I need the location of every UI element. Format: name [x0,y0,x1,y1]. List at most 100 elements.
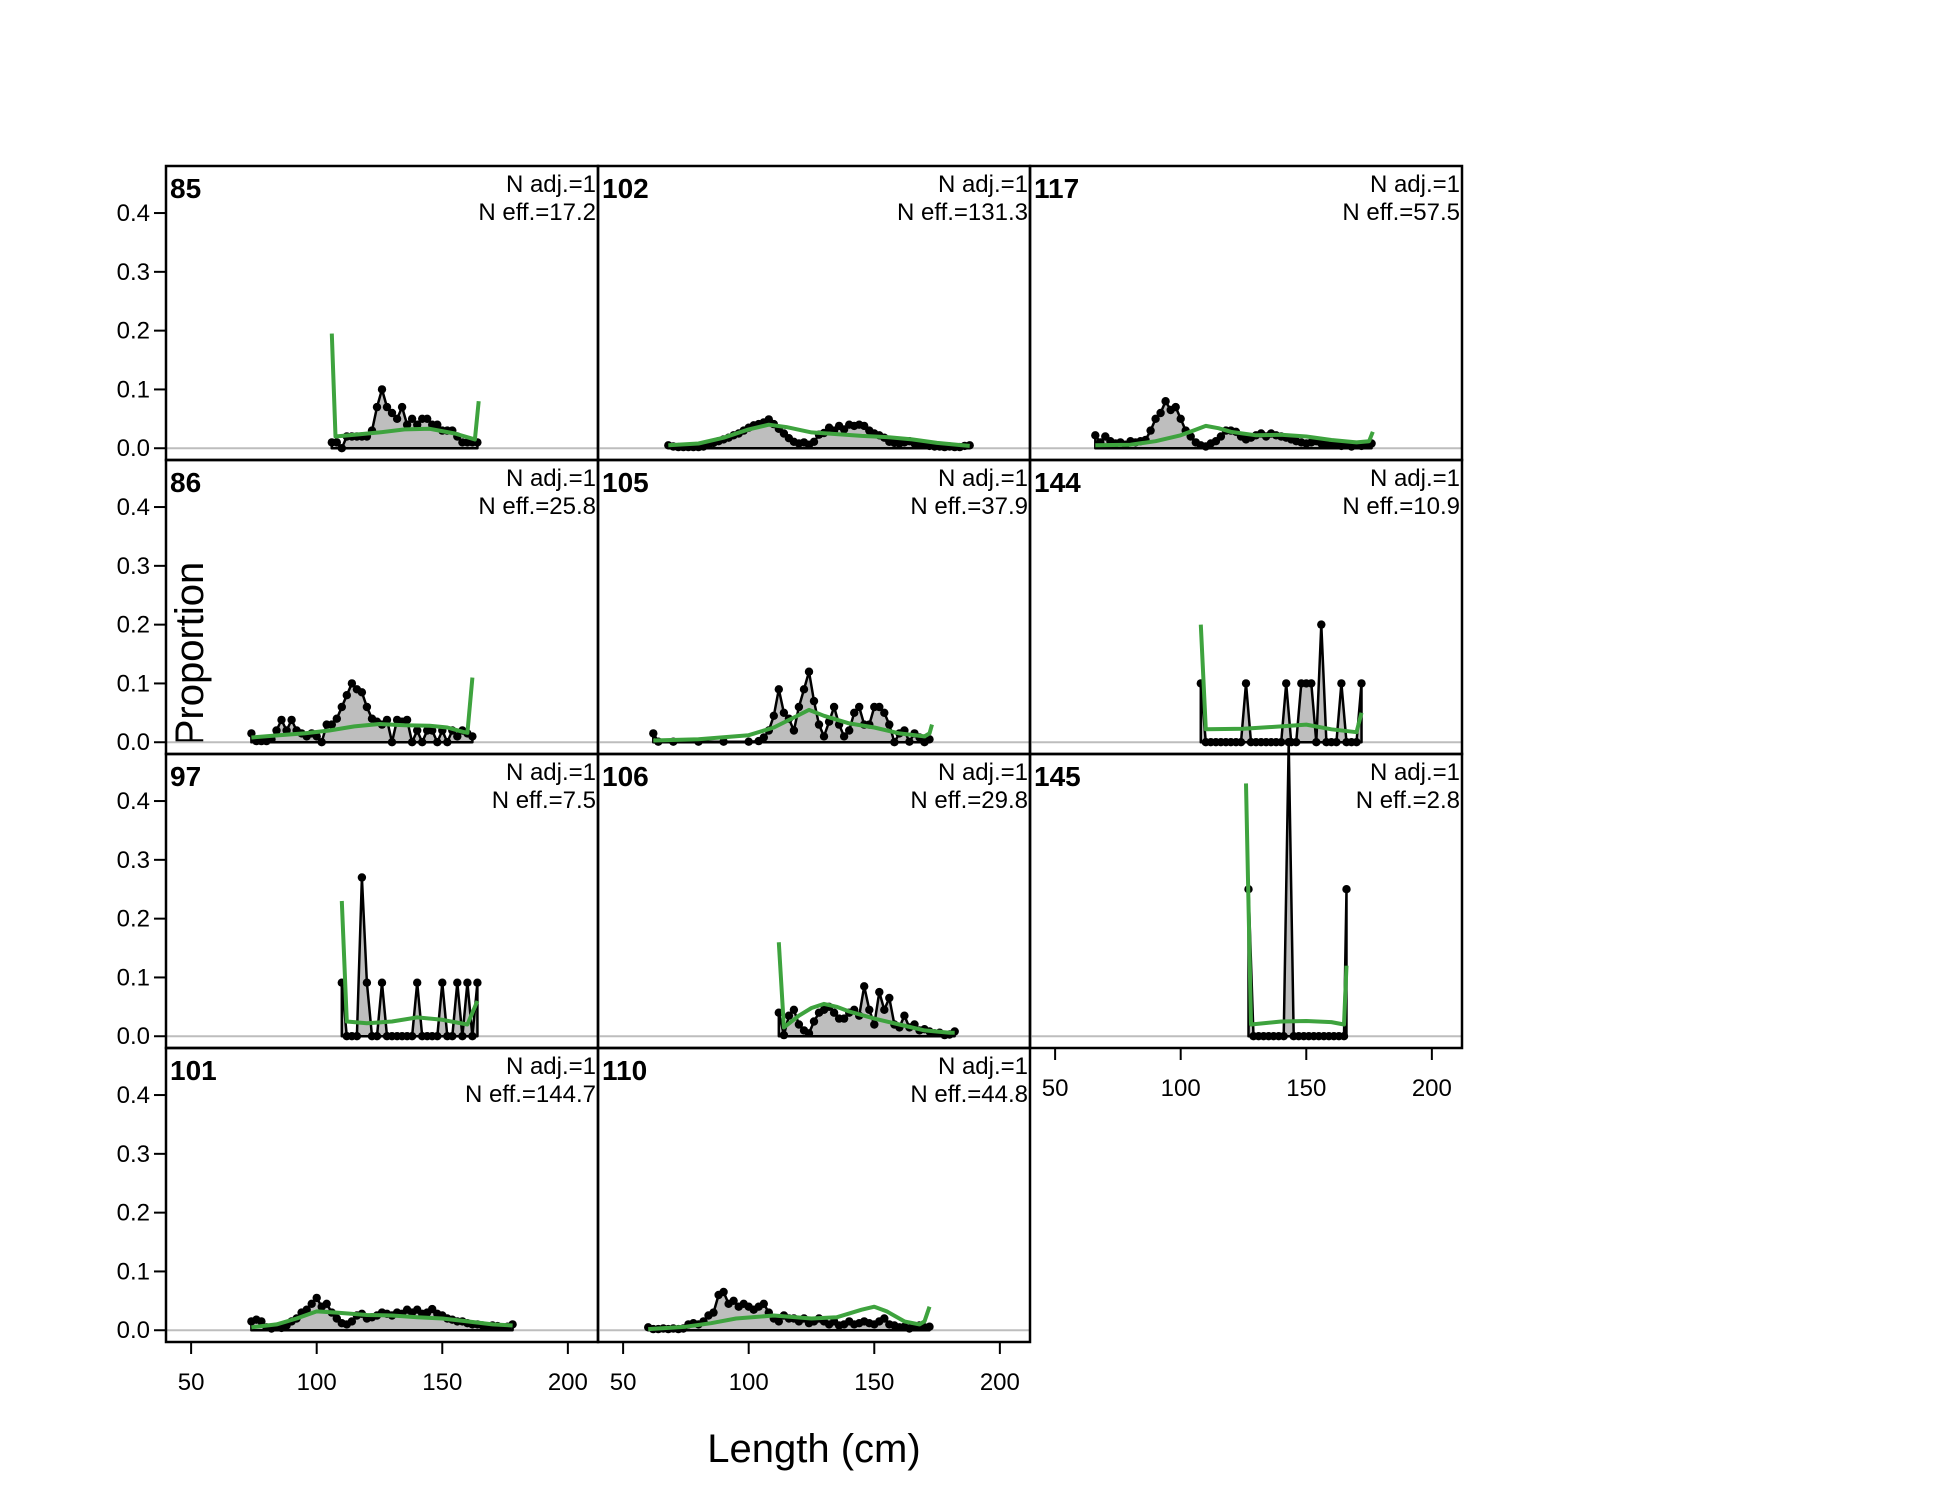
n-adj-label: N adj.=1 [1370,759,1460,786]
observed-point [402,420,412,429]
panel-106: 106 N adj.=1N eff.=29.8 [596,752,1032,1050]
n-eff-label: N eff.=17.2 [478,199,596,226]
observed-point [1317,620,1326,629]
y-tick-label: 0.2 [117,612,150,639]
x-tick-label: 50 [610,1369,637,1396]
observed-point [809,1017,819,1026]
observed-point [1176,414,1185,423]
observed-point [443,738,452,747]
observed-point [1277,738,1286,747]
panel-86: 86 N adj.=1N eff.=25.8 0.0 0.1 0.2 0.3 0.4 [117,458,600,756]
y-tick-label: 0.1 [117,670,150,697]
observed-point [1282,679,1291,688]
observed-point [774,685,783,694]
observed-point [327,720,336,729]
observed-point [392,414,402,423]
panel-label: 97 [170,761,201,792]
x-tick-label: 200 [548,1369,588,1396]
observed-point [925,1322,934,1331]
observed-point [332,714,341,723]
expected-line [648,1304,932,1332]
observed-point [900,1011,909,1020]
observed-point [342,691,351,700]
observed-point [413,420,422,429]
panel-label: 110 [602,1055,647,1086]
observed-point [729,1296,738,1306]
observed-point [277,715,286,725]
panel-144: 144 N adj.=1N eff.=10.9 [1028,458,1464,756]
observed-point [1292,738,1301,747]
expected-line [653,707,934,743]
n-adj-label: N adj.=1 [938,759,1028,786]
observed-point [850,708,859,717]
observed-point [407,1032,417,1041]
y-tick-label: 0.4 [117,494,150,521]
panel-145: 145 N adj.=1N eff.=2.8 50 100 150 200 [1028,738,1464,1102]
observed-point [1339,1032,1349,1041]
observed-point [759,1299,768,1309]
observed-point [453,978,462,987]
observed-point [402,715,412,725]
expected-line [251,677,475,740]
expected-line [329,333,481,442]
observed-point [1236,738,1246,747]
observed-point [397,402,407,412]
observed-point [418,738,427,747]
observed-point [433,738,442,747]
observed-point [312,1293,321,1303]
observed-point [458,1032,467,1041]
observed-point [905,737,914,746]
observed-point [337,444,346,453]
observed-point [347,679,357,688]
panel-105: 105 N adj.=1N eff.=37.9 [596,458,1032,756]
n-adj-label: N adj.=1 [506,171,596,198]
observed-point [789,726,799,735]
observed-point [774,1317,783,1326]
observed-point [1337,679,1346,688]
panel-102: 102 N adj.=1N eff.=131.3 [596,164,1032,462]
observed-point [287,715,296,725]
observed-point [1241,679,1251,688]
observed-point [272,726,281,735]
observed-point [804,1029,814,1038]
panel-label: 145 [1034,761,1081,792]
observed-point [759,733,768,742]
y-tick-label: 0.1 [117,1258,150,1285]
n-eff-label: N eff.=144.7 [465,1081,596,1108]
observed-point [1332,738,1341,747]
observed-point [372,402,382,412]
y-tick-label: 0.2 [117,906,150,933]
observed-point [865,1005,874,1014]
x-axis-title: Length (cm) [707,1427,920,1471]
observed-point [337,702,346,712]
observed-area [1247,740,1348,1038]
panel-label: 86 [170,467,201,498]
n-adj-label: N adj.=1 [1370,171,1460,198]
panel-frame [1028,752,1464,1050]
observed-point [875,702,884,712]
panel-label: 102 [602,173,649,204]
observed-point [1284,738,1293,747]
observed-point [839,732,849,741]
observed-point [357,688,367,697]
observed-point [433,420,442,429]
observed-point [885,720,894,729]
y-tick-label: 0.3 [117,1141,150,1168]
y-tick-label: 0.4 [117,1082,150,1109]
y-tick-label: 0.2 [117,1200,150,1227]
y-tick-label: 0.3 [117,847,150,874]
observed-point [428,726,437,735]
panel-label: 85 [170,173,201,204]
observed-point [473,978,482,987]
observed-point [413,726,422,735]
panel-label: 144 [1034,467,1081,498]
observed-point [784,1011,794,1020]
n-eff-label: N eff.=10.9 [1342,493,1460,520]
observed-point [448,1032,457,1041]
n-adj-label: N adj.=1 [1370,465,1460,492]
observed-point [855,702,864,712]
observed-point [468,732,477,741]
y-axis-title: Proportion [168,562,212,747]
